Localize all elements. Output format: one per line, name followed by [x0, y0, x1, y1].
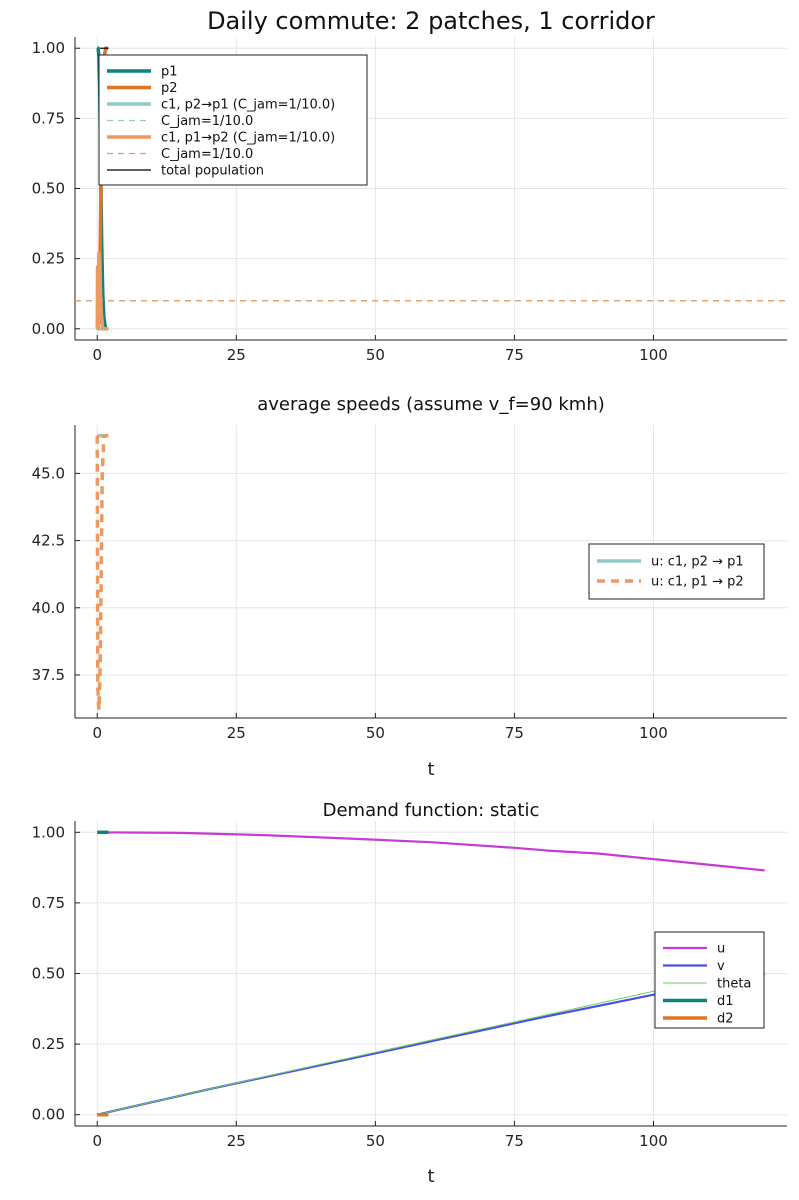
chart-title: average speeds (assume v_f=90 kmh) — [257, 394, 605, 415]
x-tick-label: 0 — [92, 346, 102, 364]
y-tick-label: 1.00 — [32, 39, 65, 57]
legend-label: theta — [717, 977, 751, 992]
legend-label: c1, p1→p2 (C_jam=1/10.0) — [161, 131, 335, 146]
series-group — [97, 830, 765, 1117]
legend-label: d2 — [717, 1012, 734, 1027]
x-tick-label: 100 — [639, 346, 668, 364]
x-axis-label: t — [427, 759, 434, 780]
y-tick-label: 0.00 — [32, 1106, 65, 1124]
legend-box — [588, 543, 765, 600]
x-tick-label: 75 — [505, 1132, 524, 1150]
x-tick-label: 25 — [227, 346, 246, 364]
grid — [75, 425, 787, 718]
legend-label: total population — [161, 164, 264, 179]
y-tick-label: 37.5 — [32, 666, 65, 684]
y-tick-label: 0.75 — [32, 109, 65, 127]
chart-2: average speeds (assume v_f=90 kmh) 0 25 50 7… — [32, 394, 787, 780]
legend-label: u: c1, p1 → p2 — [651, 575, 744, 590]
x-tick-label: 50 — [366, 1132, 385, 1150]
legend-label: c1, p2→p1 (C_jam=1/10.0) — [161, 98, 335, 113]
series-group — [95, 434, 109, 712]
y-tick-label: 0.75 — [32, 894, 65, 912]
y-tick-label: 40.0 — [32, 599, 65, 617]
series-line-3 — [97, 966, 765, 1116]
x-axis-label: t — [427, 1166, 434, 1187]
chart-1: Daily commute: 2 patches, 1 corridor 0 25 5… — [32, 7, 787, 364]
y-tick-label: 0.00 — [32, 320, 65, 338]
grid — [75, 37, 787, 340]
y-tick-label: 1.00 — [32, 823, 65, 841]
y-tick-label: 0.25 — [32, 250, 65, 268]
chart-title: Demand function: static — [323, 800, 540, 821]
legend-label: C_jam=1/10.0 — [161, 147, 253, 162]
legend-label: C_jam=1/10.0 — [161, 114, 253, 129]
series-line-5 — [95, 251, 109, 331]
y-tick-label: 0.50 — [32, 965, 65, 983]
x-tick-label: 100 — [639, 1132, 668, 1150]
x-tick-label: 25 — [227, 1132, 246, 1150]
x-tick-label: 50 — [366, 724, 385, 742]
x-tick-label: 25 — [227, 724, 246, 742]
legend-label: d1 — [717, 994, 734, 1009]
x-tick-label: 75 — [505, 724, 524, 742]
y-tick-label: 45.0 — [32, 464, 65, 482]
legend-label: v — [717, 959, 725, 974]
legend-label: u — [717, 942, 725, 957]
legend-label: p1 — [161, 65, 178, 80]
legend-label: u: c1, p2 → p1 — [651, 555, 744, 570]
legend: u: c1, p2 → p1 u: c1, p1 → p2 — [588, 543, 765, 600]
series-line-1 — [97, 831, 765, 872]
series-line-2 — [95, 434, 109, 712]
legend: uv theta d1 d2 — [654, 931, 765, 1029]
x-tick-label: 100 — [639, 724, 668, 742]
y-tick-label: 0.50 — [32, 180, 65, 198]
chart-title: Daily commute: 2 patches, 1 corridor — [207, 7, 655, 35]
x-tick-label: 0 — [92, 724, 102, 742]
x-tick-label: 75 — [505, 346, 524, 364]
x-tick-label: 0 — [92, 1132, 102, 1150]
legend-label: p2 — [161, 81, 178, 96]
chart-3: Demand function: static 0 25 50 75 100 0.00 0.2… — [32, 800, 787, 1187]
x-tick-label: 50 — [366, 346, 385, 364]
y-tick-label: 0.25 — [32, 1035, 65, 1053]
y-tick-label: 42.5 — [32, 532, 65, 550]
